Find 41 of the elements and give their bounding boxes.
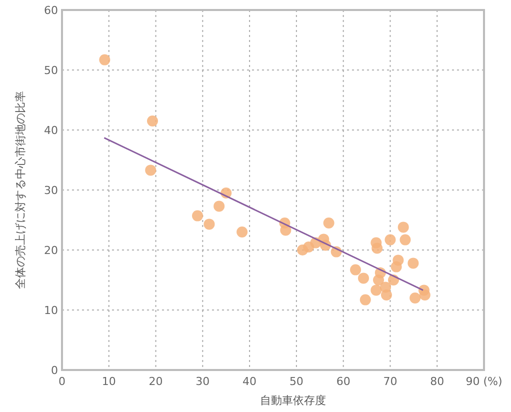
y-tick-label: 20 <box>44 244 58 257</box>
x-tick-label: 30 <box>196 375 210 388</box>
x-tick-label: 60 <box>336 375 350 388</box>
point <box>398 222 409 233</box>
point <box>390 261 402 272</box>
point <box>380 290 392 300</box>
x-tick-label: 40 <box>242 375 257 388</box>
y-tick-label: 40 <box>44 124 58 137</box>
point <box>372 242 383 254</box>
y-tick-label: 60 <box>44 4 58 17</box>
point <box>350 264 362 276</box>
x-axis-title: 自動車依存度 <box>260 394 326 407</box>
y-tick-label: 0 <box>51 364 58 377</box>
point <box>410 292 421 304</box>
point <box>236 226 248 238</box>
point <box>145 164 156 176</box>
point <box>192 210 204 222</box>
point <box>370 284 382 296</box>
x-tick-label: 20 <box>148 375 163 388</box>
point <box>400 234 411 246</box>
point <box>214 200 225 212</box>
point <box>323 218 334 228</box>
y-tick-label: 30 <box>44 184 58 197</box>
x-tick-label: 50 <box>289 375 304 388</box>
point <box>384 234 396 246</box>
point <box>419 290 430 300</box>
point <box>360 294 371 306</box>
x-tick-label: 10 <box>102 375 116 388</box>
x-tick-label: 70 <box>383 375 398 388</box>
point <box>99 54 110 66</box>
point <box>408 258 419 269</box>
point <box>146 116 158 126</box>
point <box>373 274 384 286</box>
point <box>204 218 215 230</box>
y-tick-label: 10 <box>44 304 58 317</box>
x-tick-label: 90 (%) <box>466 375 502 388</box>
x-tick-label: 80 <box>430 375 444 388</box>
y-tick-label: 50 <box>44 64 58 77</box>
point <box>280 224 292 236</box>
y-axis-title: 全体の売上げに対する中心市街地の比率 <box>14 91 27 289</box>
point <box>358 272 369 284</box>
